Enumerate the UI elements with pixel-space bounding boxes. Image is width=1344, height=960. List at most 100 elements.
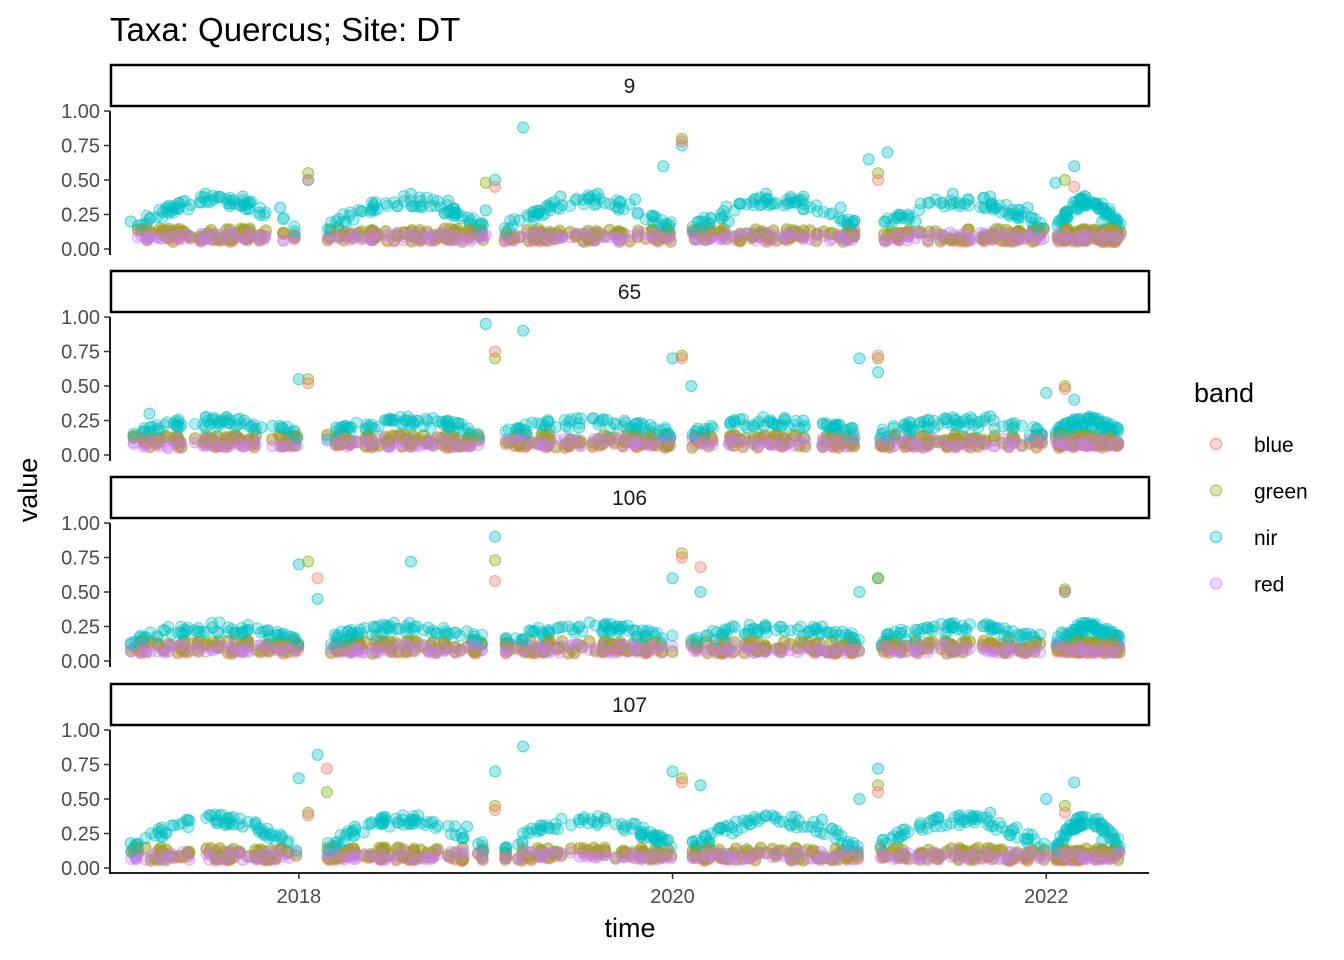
data-point-red	[988, 440, 1001, 453]
data-point-red	[1021, 231, 1034, 244]
data-point-red	[289, 643, 302, 656]
facet-strip-label: 106	[612, 487, 647, 510]
data-point-nir	[894, 208, 907, 221]
data-point-red	[894, 228, 907, 241]
y-tick-label: 0.75	[61, 342, 100, 364]
data-point-red	[502, 433, 515, 446]
data-point-nir	[686, 428, 699, 441]
data-point-nir	[1067, 414, 1080, 427]
data-point-red	[151, 435, 164, 448]
data-point-green	[462, 224, 475, 237]
data-point-nir	[984, 190, 997, 203]
data-point-nir	[237, 194, 250, 207]
data-point-red	[846, 644, 859, 657]
data-point-nir	[778, 199, 791, 212]
data-point-nir	[442, 194, 455, 207]
data-point-nir	[988, 422, 1001, 435]
data-point-red	[791, 646, 804, 659]
data-point-nir	[797, 414, 810, 427]
data-point-red	[559, 438, 572, 451]
data-point-red	[751, 641, 764, 654]
data-point-red	[391, 226, 404, 239]
data-point-nir	[862, 153, 875, 166]
data-point-nir	[573, 421, 586, 434]
data-point-nir	[408, 200, 421, 213]
data-point-nir	[694, 222, 707, 235]
data-point-red	[462, 232, 475, 245]
data-point-red	[179, 228, 192, 241]
data-point-nir	[542, 623, 555, 636]
chart-title: Taxa: Quercus; Site: DT	[110, 11, 460, 48]
point-cloud	[127, 410, 1125, 455]
data-point-nir	[330, 421, 343, 434]
data-point-red	[275, 642, 288, 655]
data-point-nir	[391, 200, 404, 213]
data-point-red	[593, 437, 606, 450]
data-point-nir	[442, 421, 455, 434]
data-point-nir	[1011, 204, 1024, 217]
y-tick-label: 0.25	[61, 205, 100, 227]
data-point-nir	[1015, 419, 1028, 432]
data-point-nir	[465, 426, 478, 439]
data-point-nir	[913, 204, 926, 217]
data-point-red	[953, 228, 966, 241]
data-point-red	[344, 233, 357, 246]
data-point-nir	[500, 226, 513, 239]
data-point-nir	[797, 190, 810, 203]
data-point-red	[1097, 233, 1110, 246]
data-point-nir	[321, 223, 334, 236]
y-tick-label: 1.00	[61, 101, 100, 123]
data-point-nir	[773, 620, 786, 633]
data-point-nir	[591, 187, 604, 200]
data-point-nir	[517, 324, 530, 337]
data-point-nir	[554, 190, 567, 203]
data-point-nir	[846, 215, 859, 228]
point-cloud	[125, 616, 1126, 661]
data-point-nir	[747, 199, 760, 212]
data-point-red	[274, 439, 287, 452]
data-point-red	[370, 644, 383, 657]
data-point-nir	[236, 190, 249, 203]
data-point-red	[165, 230, 178, 243]
data-point-nir	[758, 420, 771, 433]
data-point-red	[220, 440, 233, 453]
data-point-nir	[156, 212, 169, 225]
data-point-red	[199, 233, 212, 246]
data-point-red	[789, 435, 802, 448]
data-point-red	[527, 230, 540, 243]
data-point-nir	[1014, 630, 1027, 643]
data-point-red	[834, 231, 847, 244]
data-point-red	[1011, 228, 1024, 241]
data-point-red	[277, 234, 290, 247]
data-point-red	[948, 644, 961, 657]
data-point-red	[348, 229, 361, 242]
data-point-red	[588, 234, 601, 247]
y-tick-label: 1.00	[61, 307, 100, 329]
data-point-nir	[741, 421, 754, 434]
data-point-red	[984, 645, 997, 658]
data-point-nir	[853, 352, 866, 365]
data-point-nir	[662, 221, 675, 234]
data-point-nir	[662, 428, 675, 441]
data-point-nir	[479, 317, 492, 330]
data-point-nir	[165, 204, 178, 217]
data-point-nir	[593, 415, 606, 428]
y-tick-label: 0.75	[61, 136, 100, 158]
data-point-green	[208, 233, 221, 246]
data-point-nir	[791, 623, 804, 636]
data-point-nir	[136, 426, 149, 439]
facet-panel: 90.000.250.500.751.00	[61, 63, 1151, 261]
data-point-nir	[431, 195, 444, 208]
data-point-green	[473, 225, 486, 238]
data-point-nir	[253, 206, 266, 219]
data-point-red	[448, 645, 461, 658]
data-point-nir	[365, 418, 378, 431]
data-point-nir	[928, 421, 941, 434]
data-point-red	[366, 229, 379, 242]
y-tick-label: 0.25	[61, 411, 100, 433]
data-point-nir	[193, 196, 206, 209]
data-point-nir	[469, 634, 482, 647]
data-point-nir	[888, 625, 901, 638]
data-point-nir	[698, 425, 711, 438]
